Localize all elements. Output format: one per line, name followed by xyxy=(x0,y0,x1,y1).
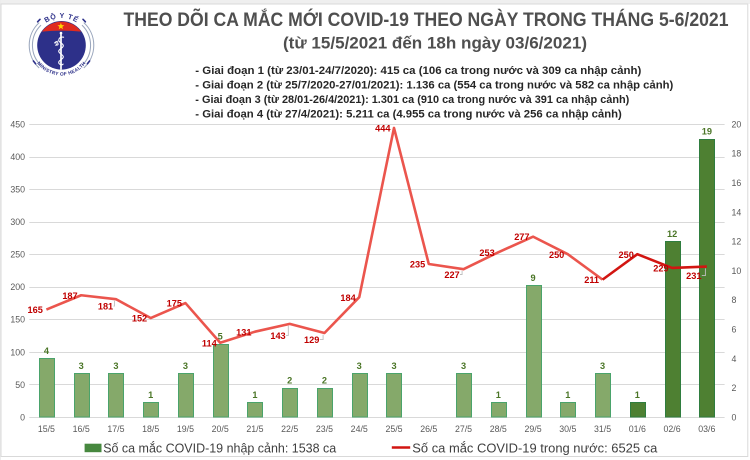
svg-text:2: 2 xyxy=(732,383,737,393)
svg-text:350: 350 xyxy=(10,185,25,195)
svg-text:30/5: 30/5 xyxy=(559,424,576,434)
svg-text:235: 235 xyxy=(410,260,425,270)
svg-text:2: 2 xyxy=(322,376,327,386)
svg-text:1: 1 xyxy=(148,390,153,400)
svg-text:450: 450 xyxy=(10,119,25,129)
svg-text:200: 200 xyxy=(10,282,25,292)
svg-text:19: 19 xyxy=(702,126,712,136)
svg-text:184: 184 xyxy=(340,293,356,303)
svg-text:- Giai đoạn 4 (từ 27/4/2021):: - Giai đoạn 4 (từ 27/4/2021): 5.211 ca (… xyxy=(195,109,622,121)
svg-text:114: 114 xyxy=(202,338,218,348)
svg-text:0: 0 xyxy=(732,412,737,422)
svg-text:3: 3 xyxy=(183,361,188,371)
svg-text:8: 8 xyxy=(732,295,737,305)
svg-text:14: 14 xyxy=(732,207,742,217)
svg-text:3: 3 xyxy=(391,361,396,371)
svg-text:- Giai đoạn 1 (từ 23/01-24/7/2: - Giai đoạn 1 (từ 23/01-24/7/2020): 415 … xyxy=(195,65,641,77)
svg-text:277: 277 xyxy=(514,232,529,242)
svg-text:(từ 15/5/2021 đến 18h ngày 03/: (từ 15/5/2021 đến 18h ngày 03/6/2021) xyxy=(283,33,587,52)
svg-text:01/6: 01/6 xyxy=(629,424,646,434)
svg-text:165: 165 xyxy=(28,305,43,315)
svg-text:250: 250 xyxy=(10,250,25,260)
svg-text:18/5: 18/5 xyxy=(142,424,159,434)
svg-text:BỘ Y TẾ: BỘ Y TẾ xyxy=(43,11,81,24)
svg-text:21/5: 21/5 xyxy=(246,424,263,434)
svg-text:131: 131 xyxy=(236,327,251,337)
svg-text:1: 1 xyxy=(635,390,640,400)
svg-text:24/5: 24/5 xyxy=(351,424,368,434)
svg-text:143: 143 xyxy=(270,331,285,341)
svg-text:444: 444 xyxy=(375,124,391,134)
svg-text:2: 2 xyxy=(287,376,292,386)
svg-text:300: 300 xyxy=(10,217,25,227)
svg-text:02/6: 02/6 xyxy=(664,424,681,434)
svg-text:0: 0 xyxy=(20,412,25,422)
svg-text:4: 4 xyxy=(732,354,737,364)
svg-text:129: 129 xyxy=(304,335,319,345)
svg-text:Số ca mắc COVID-19 nhập cảnh:: Số ca mắc COVID-19 nhập cảnh: 1538 ca xyxy=(103,441,336,456)
svg-text:19/5: 19/5 xyxy=(177,424,194,434)
svg-text:187: 187 xyxy=(62,291,77,301)
svg-text:03/6: 03/6 xyxy=(698,424,715,434)
svg-text:1: 1 xyxy=(252,390,257,400)
svg-text:18: 18 xyxy=(732,149,742,159)
svg-text:17/5: 17/5 xyxy=(107,424,124,434)
svg-text:12: 12 xyxy=(667,229,677,239)
svg-text:10: 10 xyxy=(732,266,742,276)
svg-text:150: 150 xyxy=(10,315,25,325)
svg-text:20: 20 xyxy=(732,119,742,129)
svg-text:6: 6 xyxy=(732,325,737,335)
svg-text:- Giai đoạn 3 (từ 28/01-26/4/2: - Giai đoạn 3 (từ 28/01-26/4/2021): 1.30… xyxy=(195,94,629,106)
svg-text:20/5: 20/5 xyxy=(212,424,229,434)
svg-text:28/5: 28/5 xyxy=(490,424,507,434)
svg-text:181: 181 xyxy=(98,302,113,312)
svg-text:THEO DÕI CA MẮC MỚI COVID-19 T: THEO DÕI CA MẮC MỚI COVID-19 THEO NGÀY T… xyxy=(124,7,729,31)
svg-text:175: 175 xyxy=(167,299,182,309)
svg-text:250: 250 xyxy=(549,250,564,260)
svg-text:100: 100 xyxy=(10,347,25,357)
svg-text:3: 3 xyxy=(600,361,605,371)
svg-text:25/5: 25/5 xyxy=(385,424,402,434)
svg-text:229: 229 xyxy=(653,264,668,274)
svg-text:26/5: 26/5 xyxy=(420,424,437,434)
svg-text:31/5: 31/5 xyxy=(594,424,611,434)
svg-text:4: 4 xyxy=(44,346,50,356)
svg-text:16/5: 16/5 xyxy=(73,424,90,434)
svg-text:253: 253 xyxy=(479,248,494,258)
svg-text:15/5: 15/5 xyxy=(38,424,55,434)
svg-text:211: 211 xyxy=(584,275,599,285)
svg-text:250: 250 xyxy=(618,250,633,260)
svg-text:29/5: 29/5 xyxy=(524,424,541,434)
svg-text:12: 12 xyxy=(732,237,742,247)
svg-text:231: 231 xyxy=(686,271,701,281)
svg-text:50: 50 xyxy=(15,380,25,390)
svg-text:152: 152 xyxy=(132,314,147,324)
svg-text:227: 227 xyxy=(444,270,459,280)
svg-text:1: 1 xyxy=(565,390,570,400)
svg-text:23/5: 23/5 xyxy=(316,424,333,434)
svg-text:400: 400 xyxy=(10,152,25,162)
svg-text:3: 3 xyxy=(113,361,118,371)
svg-text:22/5: 22/5 xyxy=(281,424,298,434)
svg-text:- Giai đoạn 2 (từ 25/7/2020-27: - Giai đoạn 2 (từ 25/7/2020-27/01/2021):… xyxy=(195,79,673,91)
svg-text:3: 3 xyxy=(461,361,466,371)
svg-text:3: 3 xyxy=(79,361,84,371)
svg-text:3: 3 xyxy=(357,361,362,371)
svg-text:1: 1 xyxy=(496,390,501,400)
svg-text:27/5: 27/5 xyxy=(455,424,472,434)
svg-text:Số ca mắc COVID-19 trong nước:: Số ca mắc COVID-19 trong nước: 6525 ca xyxy=(412,441,657,456)
svg-text:5: 5 xyxy=(218,332,223,342)
svg-text:9: 9 xyxy=(530,273,535,283)
svg-text:16: 16 xyxy=(732,178,742,188)
